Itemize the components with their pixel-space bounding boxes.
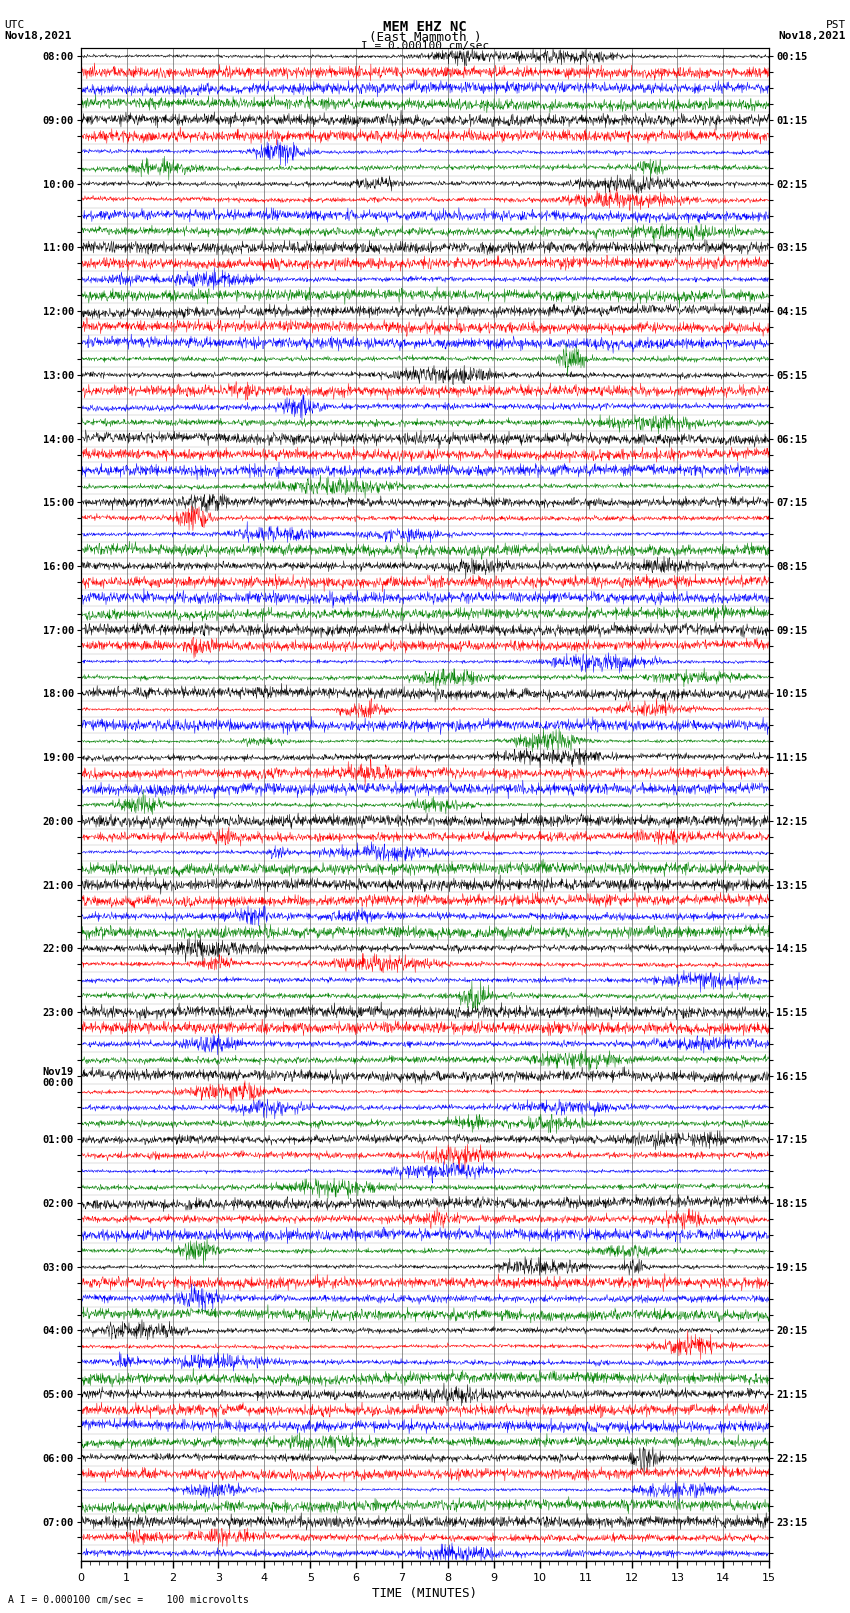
Text: PST: PST [825,19,846,31]
X-axis label: TIME (MINUTES): TIME (MINUTES) [372,1587,478,1600]
Text: MEM EHZ NC: MEM EHZ NC [383,19,467,34]
Text: Nov18,2021: Nov18,2021 [4,31,71,40]
Text: UTC: UTC [4,19,25,31]
Text: A I = 0.000100 cm/sec =    100 microvolts: A I = 0.000100 cm/sec = 100 microvolts [8,1595,249,1605]
Text: Nov18,2021: Nov18,2021 [779,31,846,40]
Text: (East Mammoth ): (East Mammoth ) [369,31,481,44]
Text: I = 0.000100 cm/sec: I = 0.000100 cm/sec [361,40,489,52]
